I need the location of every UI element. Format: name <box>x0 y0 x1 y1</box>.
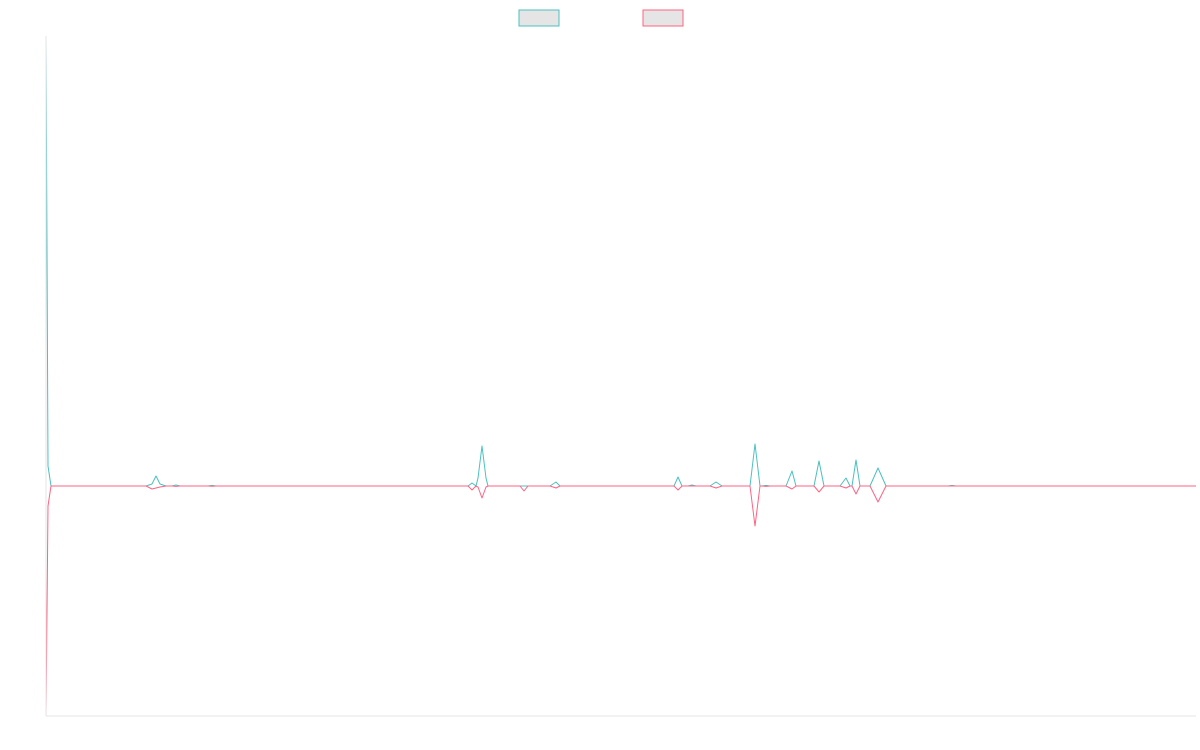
series-line-1[interactable] <box>45 35 1196 487</box>
legend-swatch-2[interactable] <box>642 9 684 27</box>
plot-area <box>45 35 1196 717</box>
legend-swatch-1[interactable] <box>518 9 560 27</box>
axes <box>45 36 1196 717</box>
legend[interactable] <box>518 9 684 27</box>
series-line-2[interactable] <box>45 485 1196 717</box>
